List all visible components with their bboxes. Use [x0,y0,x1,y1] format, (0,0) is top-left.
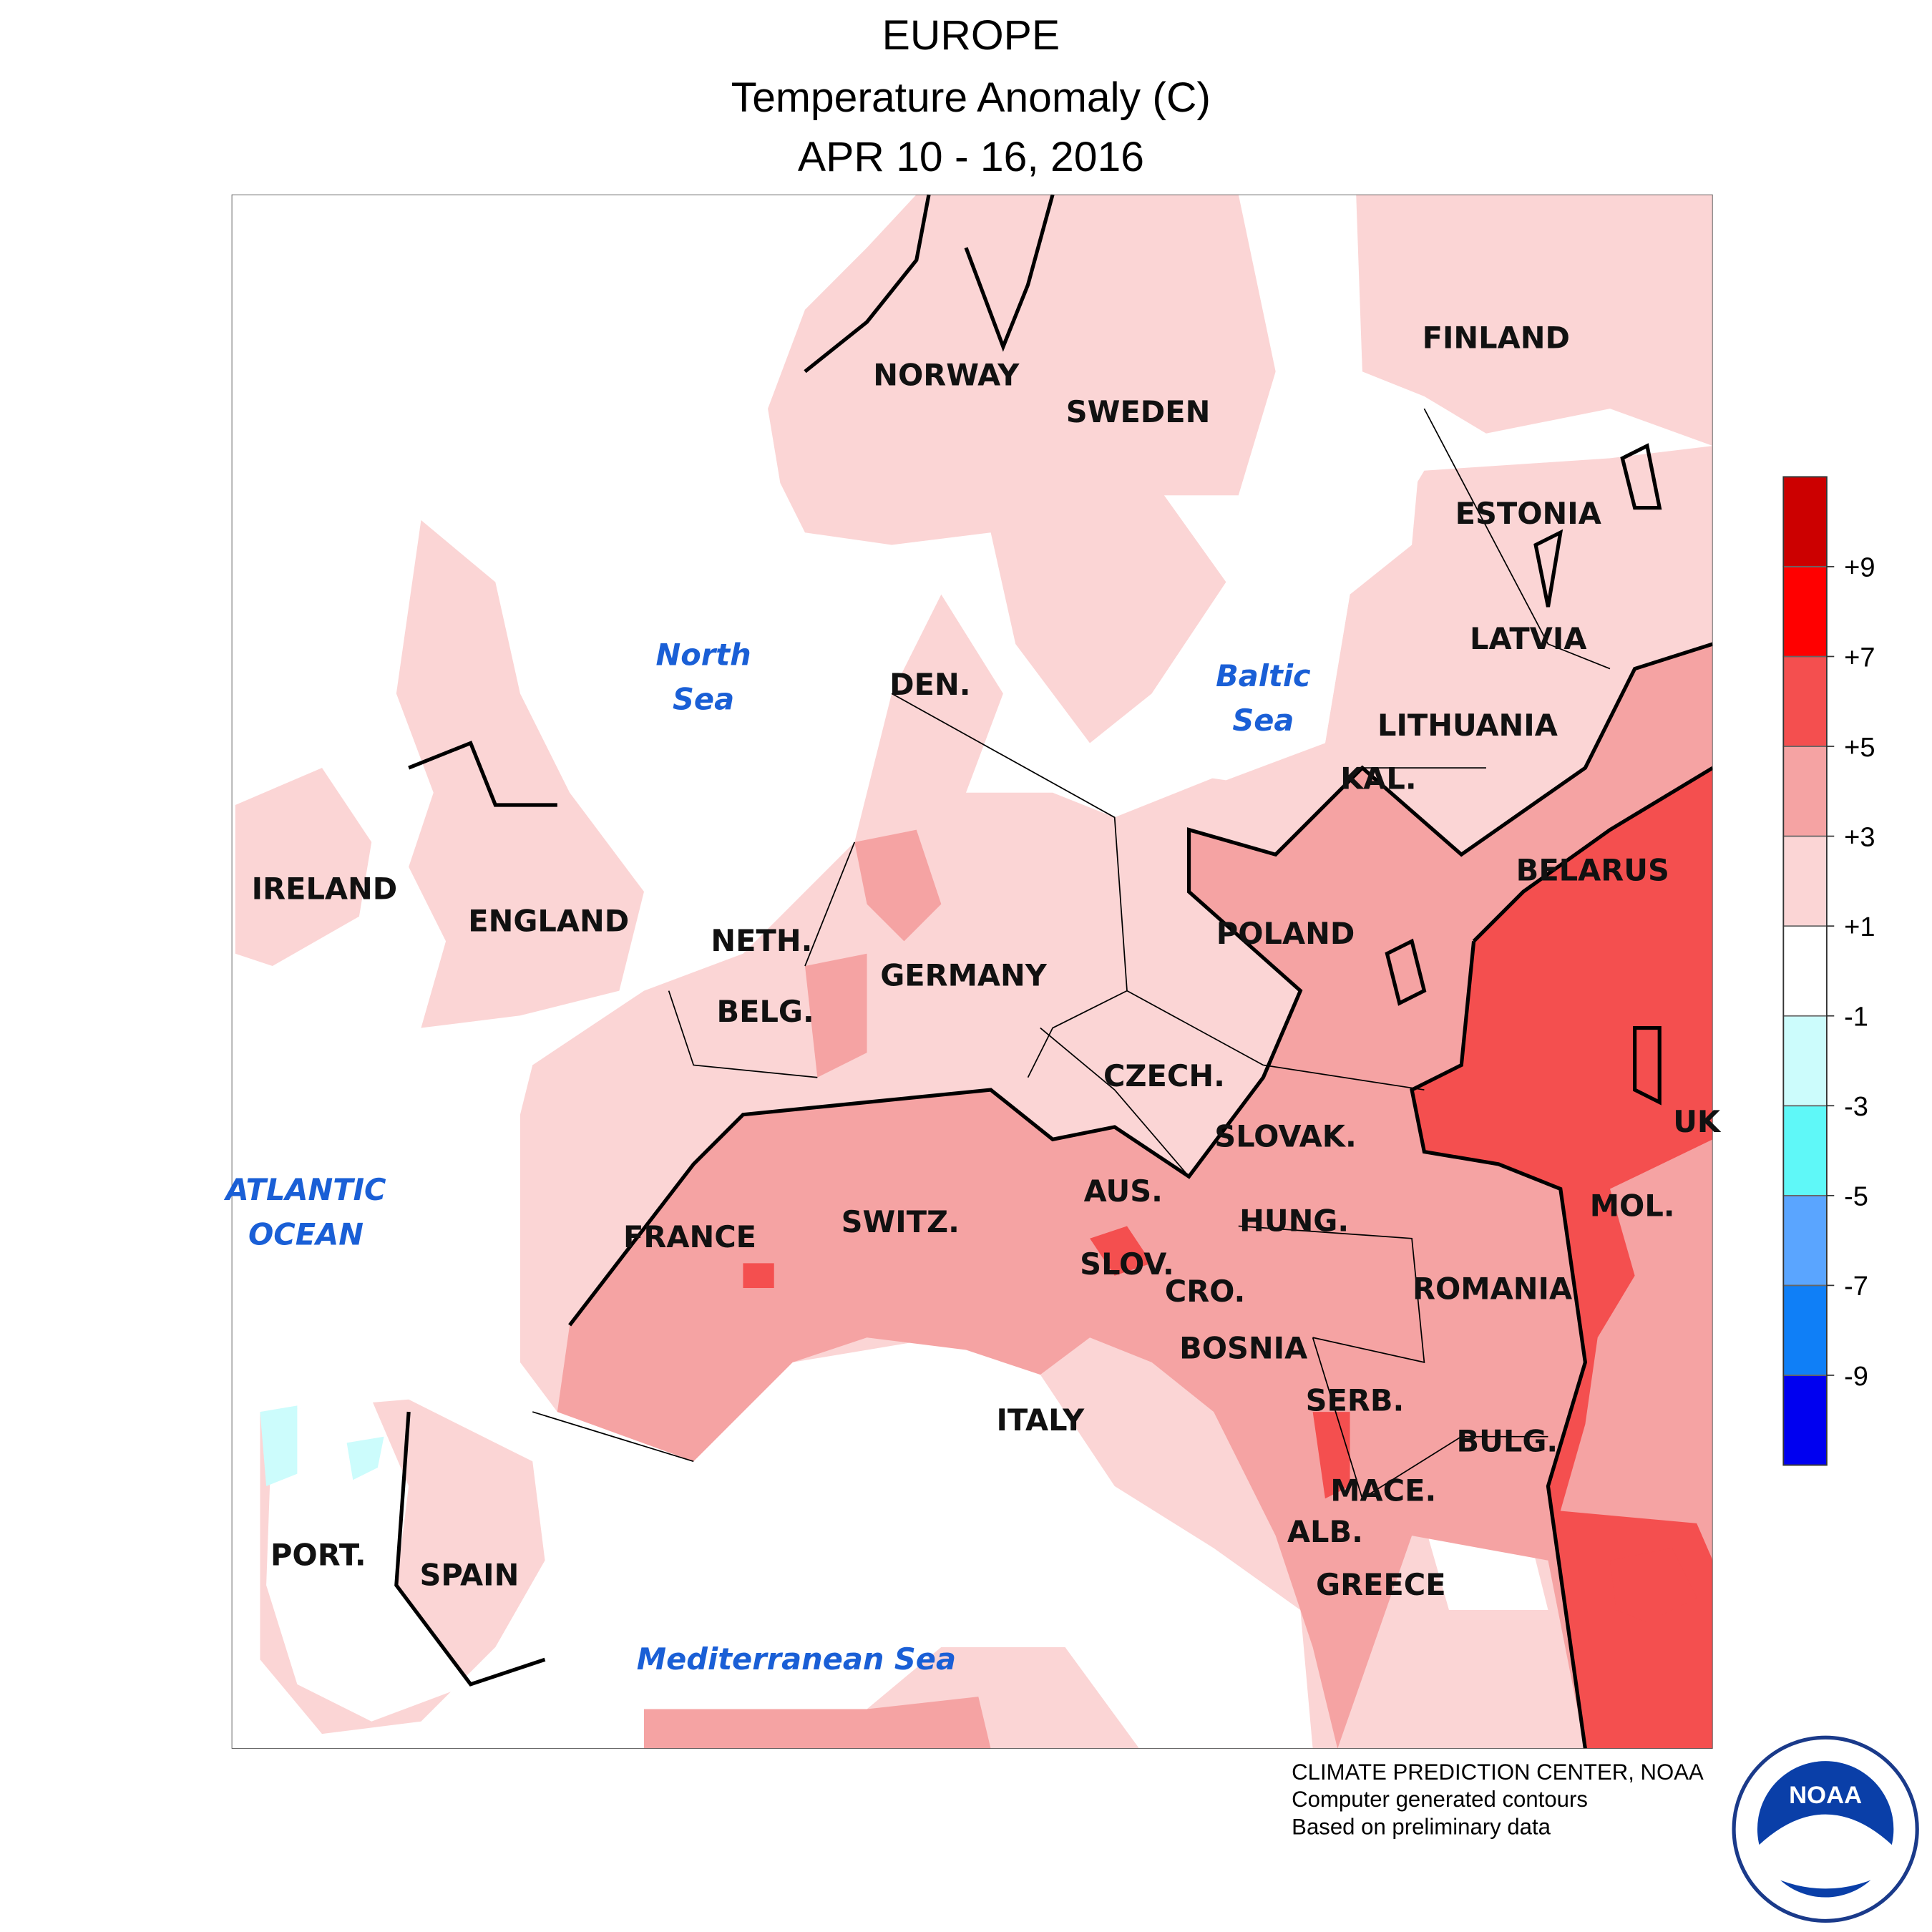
country-label: UK [1673,1104,1722,1139]
country-label: DEN. [889,667,970,702]
colorbar-segment [1782,835,1828,927]
country-labels: NORWAY SWEDEN FINLAND ESTONIA LATVIA LIT… [252,320,1722,1602]
country-label: LATVIA [1470,621,1586,656]
country-label: PORT. [270,1538,366,1573]
colorbar-tick-label: +7 [1844,643,1875,673]
colorbar-segment [1782,1015,1828,1107]
country-label: BELARUS [1516,853,1669,888]
sea-labels: North Sea Baltic Sea ATLANTIC OCEAN Medi… [223,637,1311,1677]
logo-wing [1758,1814,1893,1889]
country-label: CRO. [1165,1274,1246,1309]
map-area [231,194,1713,1749]
country-label: SPAIN [420,1557,519,1592]
country-label: ESTONIA [1455,496,1601,531]
colorbar: -9 -7 -5 -3 -1 +1 +3 +5 +7 +9 [1782,476,1875,1466]
country-label: FRANCE [623,1219,756,1254]
colorbar-segment [1782,566,1828,658]
colorbar-segment [1782,1105,1828,1196]
country-label: BULG. [1457,1423,1558,1458]
sea-label: Mediterranean Sea [637,1641,956,1677]
country-label: ITALY [996,1402,1085,1438]
colorbar-tick-label: -7 [1844,1272,1868,1302]
logo-text: NOAA [1789,1782,1862,1809]
title: EUROPE [882,12,1060,59]
country-label: KAL. [1340,761,1417,796]
country-label: POLAND [1216,916,1355,951]
colorbar-tick-label: +1 [1844,912,1875,942]
colorbar-tick-label: -5 [1844,1182,1868,1212]
footer-line: Computer generated contours [1292,1787,1588,1812]
country-label: AUS. [1084,1174,1163,1209]
country-label: LITHUANIA [1377,708,1558,743]
colorbar-tick-label: -1 [1844,1002,1868,1033]
country-label: NORWAY [873,357,1020,392]
colorbar-frame [1782,476,1828,1466]
sea-label: OCEAN [248,1216,364,1252]
country-label: BELG. [716,994,814,1029]
country-label: ENGLAND [468,904,629,939]
colorbar-segment [1782,925,1828,1017]
colorbar-segment [1782,746,1828,837]
colorbar-tick-label: +9 [1844,553,1875,583]
country-label: SWEDEN [1066,394,1211,429]
colorbar-segment [1782,655,1828,747]
colorbar-tick-label: -3 [1844,1092,1868,1122]
sea-label: ATLANTIC [223,1172,386,1207]
country-label: ALB. [1287,1514,1363,1549]
country-label: CZECH. [1103,1058,1225,1093]
country-label: BOSNIA [1179,1331,1307,1366]
country-label: HUNG. [1239,1203,1349,1238]
period: APR 10 - 16, 2016 [798,134,1144,180]
sea-label: North [655,637,751,672]
country-label: SERB. [1306,1382,1405,1418]
country-label: FINLAND [1423,320,1570,355]
country-label: SLOV. [1080,1246,1174,1282]
footer-line: CLIMATE PREDICTION CENTER, NOAA [1292,1760,1704,1785]
country-label: MOL. [1590,1189,1675,1224]
country-label: GREECE [1316,1567,1446,1602]
country-label: SLOVAK. [1214,1119,1356,1154]
colorbar-tick-label: -9 [1844,1362,1868,1392]
colorbar-segment [1782,1194,1828,1287]
country-label: IRELAND [252,872,398,907]
colorbar-segment [1782,476,1828,567]
country-label: NETH. [711,923,812,958]
country-label: ROMANIA [1413,1272,1572,1307]
sea-label: Sea [1232,703,1294,738]
colorbar-tick-label: +3 [1844,822,1875,852]
country-label: SWITZ. [841,1204,960,1239]
country-label: MACE. [1330,1473,1436,1508]
colorbar-tick-label: +5 [1844,733,1875,763]
footer-line: Based on preliminary data [1292,1814,1551,1839]
subtitle: Temperature Anomaly (C) [731,74,1211,121]
colorbar-segment [1782,1284,1828,1376]
country-label: GERMANY [880,958,1048,993]
sea-label: Sea [673,682,734,717]
sea-label: Baltic [1216,658,1311,693]
colorbar-segment [1782,1375,1828,1466]
footer: CLIMATE PREDICTION CENTER, NOAA Computer… [1292,1735,1919,1923]
